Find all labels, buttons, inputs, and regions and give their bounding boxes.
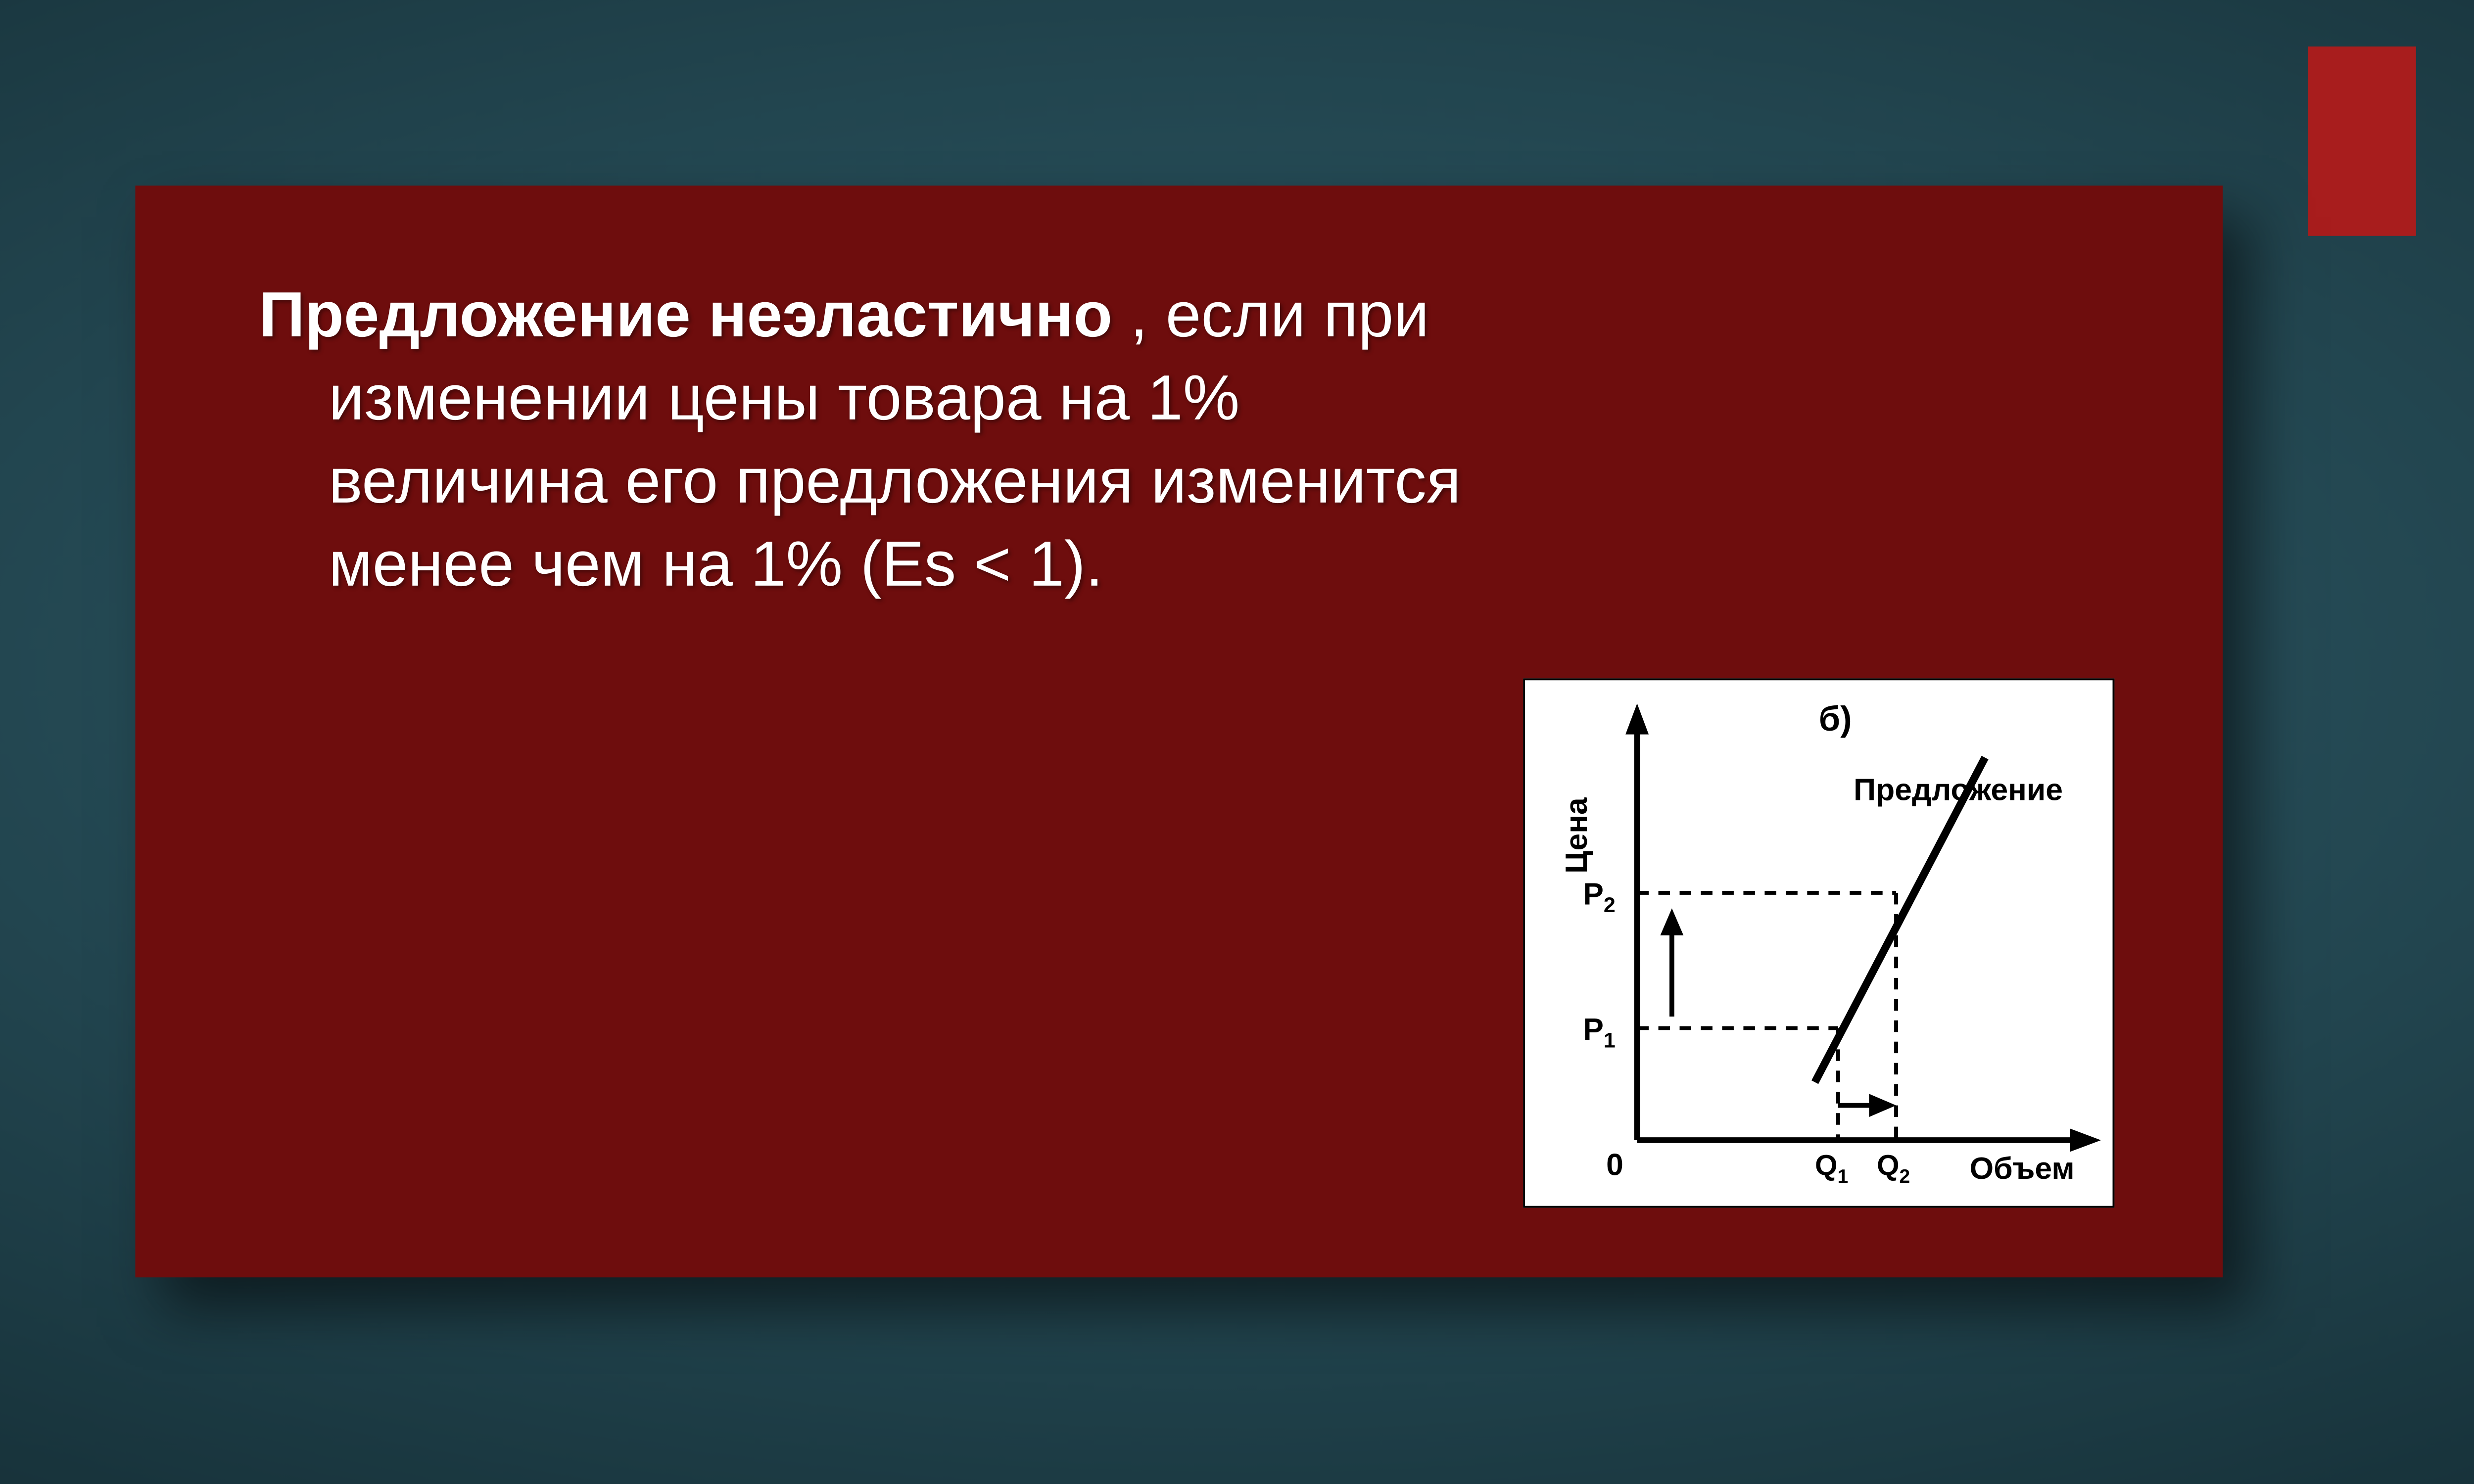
slide-text: Предложение неэластично , если при измен… [259, 275, 2056, 606]
text-bold-lead: Предложение неэластично [259, 278, 1112, 350]
y-axis-arrowhead [1625, 703, 1649, 735]
text-line1-rest: , если при [1112, 278, 1429, 350]
y-axis-label: Цена [1559, 797, 1594, 874]
x-axis-arrowhead [2070, 1128, 2101, 1152]
p2-label: P2 [1583, 877, 1616, 917]
text-line4: менее чем на 1% (Es < 1). [259, 523, 2056, 606]
price-arrow-head [1660, 908, 1683, 935]
origin-label: 0 [1606, 1147, 1623, 1182]
x-axis-label: Объем [1969, 1151, 2074, 1186]
content-card: Предложение неэластично , если при измен… [135, 186, 2223, 1277]
text-line2: изменении цены товара на 1% [259, 357, 2056, 440]
qty-arrow-head [1869, 1094, 1896, 1117]
supply-chart-svg: б) Цена Объем 0 Предложение [1525, 680, 2113, 1206]
q2-label: Q2 [1877, 1149, 1910, 1187]
q1-label: Q1 [1815, 1149, 1848, 1187]
text-line3: величина его предложения изменится [259, 440, 2056, 523]
p1-label: P1 [1583, 1012, 1616, 1053]
chart-panel-label: б) [1819, 699, 1852, 738]
accent-tab [2308, 46, 2416, 236]
supply-chart: б) Цена Объем 0 Предложение [1523, 678, 2114, 1207]
supply-curve-label: Предложение [1854, 772, 2063, 807]
